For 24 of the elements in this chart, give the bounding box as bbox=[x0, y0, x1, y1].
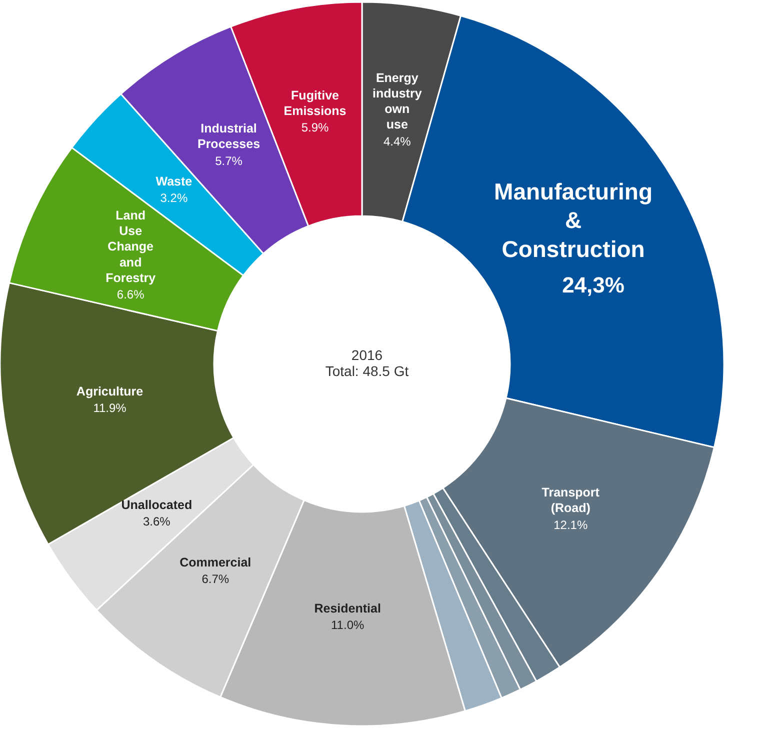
data-label: 11.0% bbox=[331, 618, 364, 632]
data-label: 11.9% bbox=[93, 400, 127, 415]
data-label: 5.9% bbox=[301, 120, 330, 135]
data-label: 4.4% bbox=[383, 134, 412, 148]
slice-label: Industrial Processes bbox=[197, 122, 260, 152]
data-label: 3.6% bbox=[142, 514, 171, 529]
data-label: 24,3% bbox=[562, 272, 624, 298]
slice-label: Agriculture bbox=[76, 384, 144, 398]
slice-label: Unallocated bbox=[121, 498, 192, 512]
data-label: 6.6% bbox=[116, 288, 145, 302]
slice-label: Transport (Road) bbox=[542, 486, 600, 516]
slice-label: Land Use Change and Forestry bbox=[106, 208, 156, 285]
slice-label: Waste bbox=[156, 174, 192, 189]
data-label: 3.2% bbox=[160, 191, 188, 206]
data-label: 6.7% bbox=[202, 572, 230, 586]
slice-label: Residential bbox=[314, 601, 381, 616]
slice-label: Commercial bbox=[180, 555, 252, 570]
slice-label: Manufacturing & Construction bbox=[494, 178, 652, 262]
data-label: 12.1% bbox=[554, 518, 588, 532]
slice-label: Fugitive Emissions bbox=[284, 88, 346, 118]
text: 2016 bbox=[351, 347, 383, 363]
data-label: 5.7% bbox=[215, 154, 243, 168]
text: Total: 48.5 Gt bbox=[325, 363, 409, 379]
slice-label: Energy industry own use bbox=[372, 70, 422, 132]
